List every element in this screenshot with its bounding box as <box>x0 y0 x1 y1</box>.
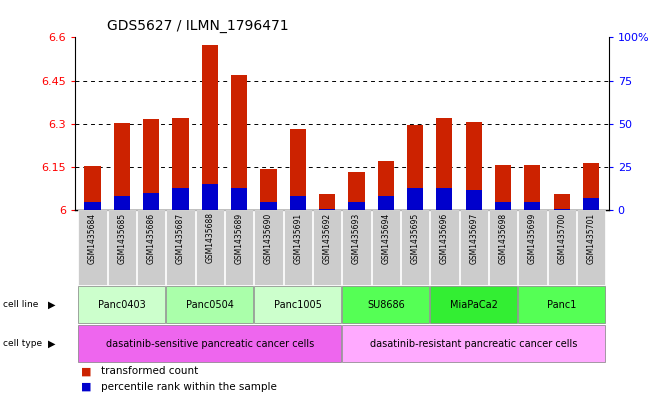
Text: dasatinib-sensitive pancreatic cancer cells: dasatinib-sensitive pancreatic cancer ce… <box>105 339 314 349</box>
Text: Panc1005: Panc1005 <box>274 299 322 310</box>
Bar <box>260 202 277 210</box>
Bar <box>407 188 423 210</box>
Text: ▶: ▶ <box>48 339 55 349</box>
Bar <box>378 196 394 210</box>
FancyBboxPatch shape <box>489 210 517 285</box>
Bar <box>495 165 511 210</box>
Bar <box>114 123 130 210</box>
FancyBboxPatch shape <box>255 286 341 323</box>
FancyBboxPatch shape <box>284 210 312 285</box>
Bar <box>524 202 540 210</box>
Bar <box>378 161 394 210</box>
Text: Panc0504: Panc0504 <box>186 299 234 310</box>
Bar <box>407 125 423 210</box>
Text: Panc0403: Panc0403 <box>98 299 146 310</box>
Text: GSM1435700: GSM1435700 <box>557 213 566 264</box>
Text: dasatinib-resistant pancreatic cancer cells: dasatinib-resistant pancreatic cancer ce… <box>370 339 577 349</box>
FancyBboxPatch shape <box>430 286 517 323</box>
Text: percentile rank within the sample: percentile rank within the sample <box>101 382 277 392</box>
FancyBboxPatch shape <box>518 286 605 323</box>
FancyBboxPatch shape <box>78 210 107 285</box>
Text: GSM1435695: GSM1435695 <box>411 213 420 264</box>
Text: SU8686: SU8686 <box>367 299 405 310</box>
Bar <box>231 75 247 210</box>
FancyBboxPatch shape <box>547 210 576 285</box>
Bar <box>143 193 159 210</box>
Bar <box>202 184 218 210</box>
Text: GSM1435684: GSM1435684 <box>88 213 97 264</box>
Bar <box>85 166 100 210</box>
Bar <box>173 188 189 210</box>
Text: cell line: cell line <box>3 300 38 309</box>
Bar <box>85 202 100 210</box>
FancyBboxPatch shape <box>78 325 341 362</box>
FancyBboxPatch shape <box>401 210 429 285</box>
Bar <box>290 129 306 210</box>
Text: GSM1435685: GSM1435685 <box>117 213 126 264</box>
FancyBboxPatch shape <box>167 286 253 323</box>
Text: GSM1435696: GSM1435696 <box>440 213 449 264</box>
Text: ■: ■ <box>81 366 92 376</box>
Bar <box>202 44 218 210</box>
Bar <box>260 169 277 210</box>
Text: transformed count: transformed count <box>101 366 198 376</box>
Text: cell type: cell type <box>3 340 42 348</box>
Text: ■: ■ <box>81 382 92 392</box>
Bar <box>231 188 247 210</box>
Text: GSM1435698: GSM1435698 <box>499 213 508 264</box>
Bar <box>290 196 306 210</box>
Text: Panc1: Panc1 <box>547 299 576 310</box>
Bar <box>554 209 570 210</box>
FancyBboxPatch shape <box>577 210 605 285</box>
FancyBboxPatch shape <box>137 210 165 285</box>
Text: GSM1435688: GSM1435688 <box>205 213 214 263</box>
Text: GSM1435694: GSM1435694 <box>381 213 390 264</box>
FancyBboxPatch shape <box>255 210 283 285</box>
Text: GSM1435699: GSM1435699 <box>528 213 537 264</box>
Bar <box>495 202 511 210</box>
Bar <box>319 195 335 210</box>
Text: ▶: ▶ <box>48 299 55 310</box>
FancyBboxPatch shape <box>167 210 195 285</box>
FancyBboxPatch shape <box>372 210 400 285</box>
Bar <box>436 118 452 210</box>
Bar <box>348 202 365 210</box>
FancyBboxPatch shape <box>78 286 165 323</box>
FancyBboxPatch shape <box>342 210 370 285</box>
FancyBboxPatch shape <box>342 325 605 362</box>
FancyBboxPatch shape <box>196 210 224 285</box>
Bar <box>465 189 482 210</box>
Bar <box>173 118 189 210</box>
FancyBboxPatch shape <box>460 210 488 285</box>
Text: GSM1435690: GSM1435690 <box>264 213 273 264</box>
FancyBboxPatch shape <box>313 210 341 285</box>
Text: GSM1435686: GSM1435686 <box>146 213 156 264</box>
Bar <box>319 209 335 210</box>
Bar <box>348 172 365 210</box>
Text: GSM1435689: GSM1435689 <box>234 213 243 264</box>
FancyBboxPatch shape <box>107 210 136 285</box>
Text: GDS5627 / ILMN_1796471: GDS5627 / ILMN_1796471 <box>107 19 289 33</box>
Text: GSM1435692: GSM1435692 <box>323 213 331 264</box>
FancyBboxPatch shape <box>518 210 546 285</box>
Bar <box>583 198 599 210</box>
Text: MiaPaCa2: MiaPaCa2 <box>450 299 498 310</box>
Text: GSM1435687: GSM1435687 <box>176 213 185 264</box>
Text: GSM1435701: GSM1435701 <box>587 213 596 264</box>
FancyBboxPatch shape <box>225 210 253 285</box>
Bar <box>583 163 599 210</box>
Bar <box>436 188 452 210</box>
Bar <box>524 165 540 210</box>
Text: GSM1435693: GSM1435693 <box>352 213 361 264</box>
Bar <box>465 122 482 210</box>
Bar <box>143 119 159 210</box>
Bar <box>554 195 570 210</box>
Bar <box>114 196 130 210</box>
FancyBboxPatch shape <box>342 286 429 323</box>
Text: GSM1435691: GSM1435691 <box>294 213 302 264</box>
Text: GSM1435697: GSM1435697 <box>469 213 478 264</box>
FancyBboxPatch shape <box>430 210 458 285</box>
